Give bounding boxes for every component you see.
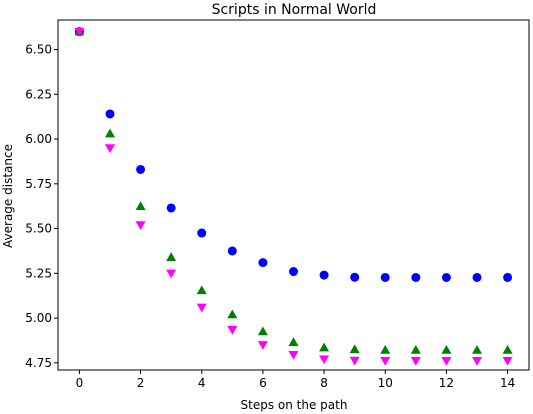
chart-title: Scripts in Normal World	[212, 2, 377, 18]
x-tick-label: 6	[259, 376, 267, 390]
triangle-up-point	[472, 344, 483, 354]
triangle-down-point	[349, 356, 360, 366]
triangle-up-point	[166, 252, 177, 261]
circle-point	[105, 109, 115, 119]
x-tick-label: 10	[378, 376, 393, 390]
triangle-up-point	[502, 344, 513, 354]
triangle-down-point	[196, 303, 207, 313]
circle-point	[503, 272, 513, 282]
triangle-down-point	[410, 356, 421, 366]
triangle-down-point	[502, 356, 513, 366]
plot-area: 0 2 4 6 8 10 12 14 4.75 5.00 5.25 5.50 5.75 6.00 6.25 6…	[25, 26, 515, 390]
triangle-down-point	[319, 355, 330, 365]
y-tick-label: 5.75	[25, 177, 52, 191]
triangle-up-point	[288, 337, 299, 347]
x-tick-label: 4	[198, 376, 206, 390]
x-tick-label: 14	[500, 376, 515, 390]
triangle-up-point	[349, 344, 360, 354]
triangle-up-point	[135, 201, 146, 210]
triangle-down-point	[441, 356, 452, 366]
triangle-down-point	[288, 351, 299, 360]
circle-point	[166, 203, 176, 213]
circle-point	[319, 270, 329, 280]
triangle-up-point	[441, 344, 452, 354]
x-tick-label: 8	[320, 376, 328, 390]
triangle-down-point	[104, 144, 115, 154]
triangle-down-point	[166, 269, 177, 279]
circle-point	[350, 272, 360, 282]
y-tick-label: 6.50	[25, 43, 52, 57]
triangle-down-point	[380, 356, 391, 366]
plot-frame	[57, 19, 530, 371]
triangle-down-point	[472, 356, 483, 366]
circle-point	[136, 164, 146, 174]
triangle-up-point	[227, 309, 238, 319]
triangle-up-point	[257, 326, 268, 336]
y-tick-label: 6.25	[25, 87, 52, 101]
circle-point	[380, 272, 390, 282]
circle-point	[227, 246, 237, 256]
circle-point	[472, 272, 482, 282]
triangle-up-point	[380, 344, 391, 354]
circle-point	[411, 272, 421, 282]
x-tick-label: 0	[76, 376, 84, 390]
triangle-down-point	[227, 325, 238, 335]
y-tick-label: 6.00	[25, 132, 52, 146]
triangle-up-point	[319, 342, 330, 352]
triangle-down-point	[135, 221, 146, 230]
triangle-up-point	[196, 285, 207, 295]
circle-point	[289, 267, 298, 277]
circle-point	[258, 258, 268, 268]
x-axis-title: Steps on the path	[241, 398, 348, 412]
y-tick-label: 5.00	[25, 311, 52, 325]
y-tick-label: 4.75	[25, 356, 52, 370]
circle-point	[197, 228, 207, 238]
triangle-up-point	[104, 128, 115, 138]
circle-point	[441, 272, 451, 282]
x-tick-label: 2	[137, 376, 145, 390]
y-tick-label: 5.50	[25, 222, 52, 236]
triangle-up-point	[410, 344, 421, 354]
x-tick-label: 12	[439, 376, 454, 390]
y-tick-label: 5.25	[25, 266, 52, 280]
y-axis-title: Average distance	[1, 144, 15, 248]
triangle-down-point	[257, 341, 268, 350]
triangle-down-point	[74, 27, 85, 37]
